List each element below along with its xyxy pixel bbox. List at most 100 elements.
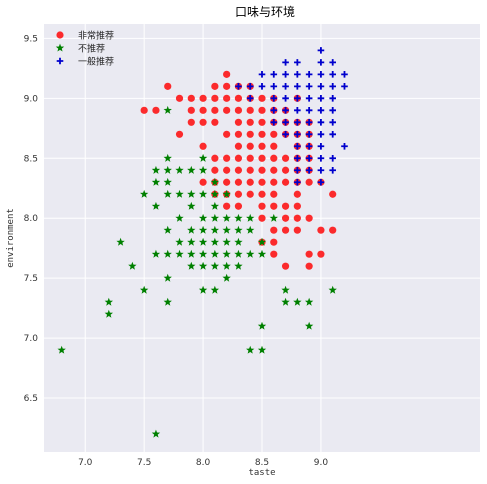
star-point [104,309,113,318]
series-star [57,105,337,438]
circle-point [270,226,278,234]
circle-point [234,106,243,114]
circle-point [223,106,231,114]
circle-point [258,118,266,126]
circle-point [246,190,254,198]
circle-point [270,130,278,138]
circle-point [246,178,254,186]
circle-point [211,106,219,114]
circle-point [281,202,290,210]
circle-point [270,190,278,198]
circle-point [234,190,243,198]
plus-point [282,71,289,78]
plus-point [317,142,325,150]
plus-point [294,95,301,102]
plus-point [294,166,301,174]
star-point [175,213,184,222]
chart-title: 口味与环境 [235,4,295,19]
plus-point [317,178,325,186]
circle-point [281,214,290,222]
data-points [57,47,348,438]
star-point [210,177,220,186]
star-point [210,249,220,258]
circle-point [187,118,195,126]
plus-point [246,83,254,90]
plus-point [341,83,348,90]
plus-point [294,83,301,90]
star-point [163,189,172,198]
star-point [151,429,161,438]
circle-point [175,94,184,102]
circle-point [152,106,160,114]
circle-point [305,250,313,258]
plus-point [258,83,266,90]
star-point [187,237,196,246]
circle-point [187,106,195,114]
y-tick-label: 9.5 [24,34,38,44]
circle-point [305,214,313,222]
circle-point [223,166,231,174]
circle-point [187,94,195,102]
plus-point [329,71,337,78]
star-point [210,237,220,246]
star-point [198,165,208,174]
plus-point [317,166,325,174]
star-point [222,225,231,234]
circle-point [258,154,266,162]
legend-entry: 一般推荐 [78,56,114,68]
circle-point [258,106,266,114]
y-tick-label: 7.5 [24,274,38,284]
star-point [281,297,290,306]
circle-point [223,94,231,102]
star-point [328,285,337,294]
star-point [198,285,208,294]
plus-point [294,142,301,150]
plus-point [270,107,278,114]
star-point [304,297,314,306]
star-point [210,225,220,234]
legend-marker-plus [56,57,64,65]
star-point [198,261,208,270]
star-point [187,249,196,258]
star-point [187,165,196,174]
circle-point [258,94,266,102]
star-point [257,237,267,246]
circle-point [270,166,278,174]
plus-point [282,107,289,114]
plus-point [270,119,278,126]
circle-point [258,178,266,186]
star-point [246,345,255,354]
circle-point [281,262,290,270]
x-tick-label: 8.5 [255,458,269,468]
circle-point [246,118,254,126]
star-point [198,189,208,198]
circle-point [246,106,254,114]
circle-point [293,214,301,222]
circle-point [199,94,207,102]
plus-point [294,119,301,126]
series-circle [140,70,337,270]
star-point [163,297,172,306]
circle-point [199,118,207,126]
plus-point [329,166,337,174]
plus-point [235,83,242,90]
watermark: 知乎 @布道 [398,454,467,470]
plus-point [282,119,289,126]
circle-point [305,262,313,270]
star-point [198,153,208,162]
x-axis-label: taste [248,468,275,478]
star-point [234,237,243,246]
star-point [234,213,243,222]
circle-point [234,118,243,126]
plus-point [329,59,337,66]
plus-point [282,59,289,66]
star-point [187,201,196,210]
plus-point [329,119,337,126]
star-point [304,321,314,330]
circle-point [211,154,219,162]
star-point [246,213,255,222]
circle-point [270,142,278,150]
circle-point [211,82,219,90]
y-axis-ticks: 6.5 7.0 7.5 8.0 8.5 9.0 9.5 [24,34,39,404]
plus-point [294,178,301,186]
